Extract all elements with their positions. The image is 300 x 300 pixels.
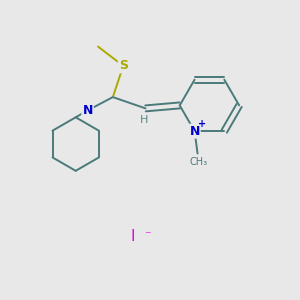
Text: N: N — [189, 125, 200, 138]
Text: I: I — [130, 229, 135, 244]
Text: H: H — [140, 115, 148, 125]
Text: S: S — [119, 59, 128, 72]
Text: CH₃: CH₃ — [190, 158, 208, 167]
Text: ⁻: ⁻ — [145, 230, 151, 243]
Text: +: + — [198, 119, 206, 129]
Text: N: N — [82, 104, 93, 117]
